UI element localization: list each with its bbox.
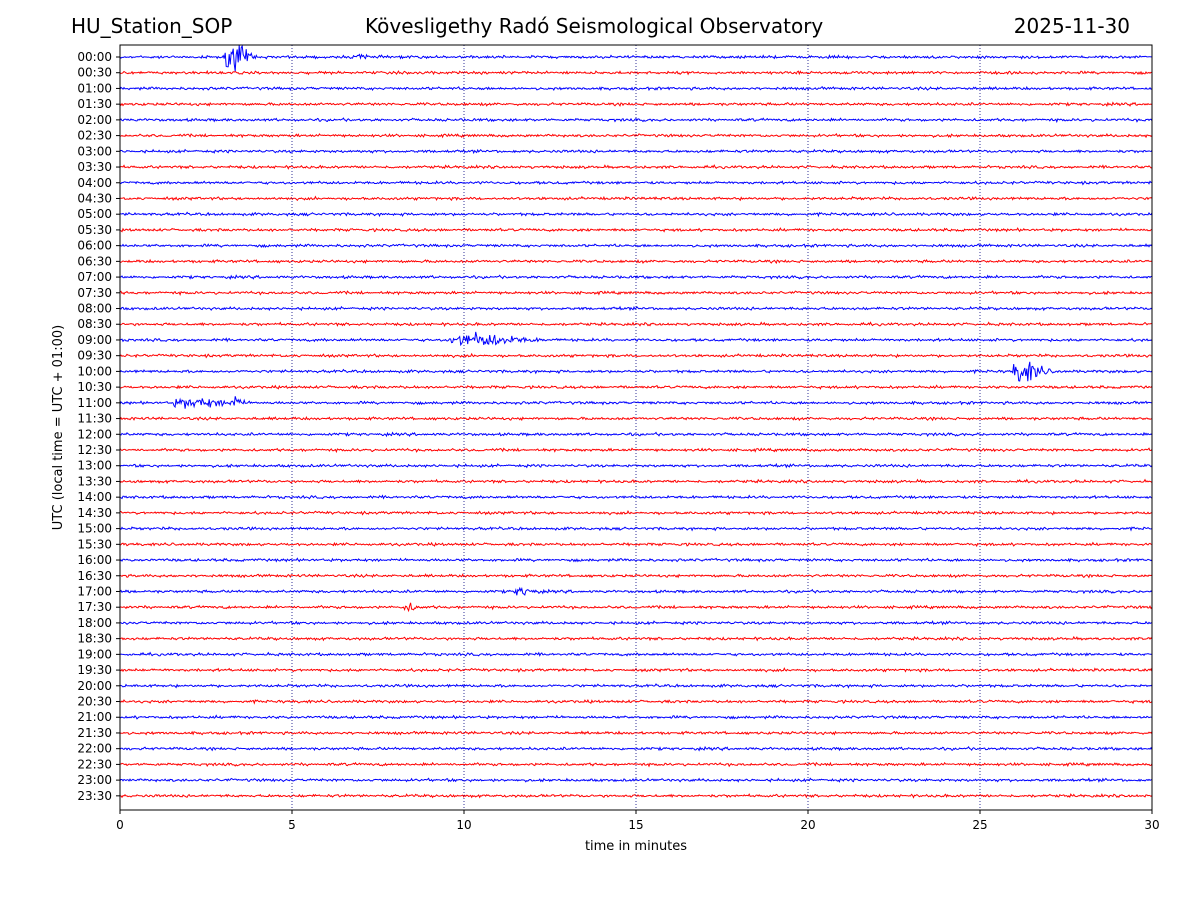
- trace-2030: [119, 699, 1153, 705]
- y-tick-label: 20:00: [77, 679, 112, 693]
- y-tick-label: 09:30: [77, 349, 112, 363]
- grid-group: [291, 45, 981, 810]
- y-tick-label: 20:30: [77, 695, 112, 709]
- y-tick-label: 08:00: [77, 302, 112, 316]
- y-tick-label: 10:30: [77, 380, 112, 394]
- y-tick-label: 04:00: [77, 176, 112, 190]
- trace-1400: [119, 494, 1153, 500]
- x-tick-label: 10: [456, 818, 471, 832]
- y-tick-label: 19:30: [77, 663, 112, 677]
- y-tick-label: 23:30: [77, 789, 112, 803]
- y-tick-label: 17:30: [77, 600, 112, 614]
- trace-0330: [119, 164, 1153, 170]
- trace-0500: [120, 211, 1153, 218]
- y-tick-label: 16:30: [77, 569, 112, 583]
- y-tick-label: 10:00: [77, 364, 112, 378]
- station-name: HU_Station_SOP: [71, 14, 233, 38]
- trace-1430: [120, 509, 1153, 516]
- trace-1030: [119, 384, 1153, 390]
- y-tick-label: 15:30: [77, 537, 112, 551]
- trace-1930: [119, 667, 1153, 673]
- trace-2200: [119, 745, 1153, 752]
- y-tick-label: 21:30: [77, 726, 112, 740]
- y-tick-label: 06:00: [77, 239, 112, 253]
- x-tick-group: 0 5 10 15 20 25 30: [116, 810, 1160, 832]
- y-tick-label: 18:30: [77, 632, 112, 646]
- y-tick-label: 04:30: [77, 191, 112, 205]
- y-tick-label: 11:30: [77, 412, 112, 426]
- y-tick-label: 07:00: [77, 270, 112, 284]
- trace-1330: [119, 478, 1153, 485]
- y-tick-label: 06:30: [77, 254, 112, 268]
- y-tick-label: 01:30: [77, 97, 112, 111]
- y-tick-label: 09:00: [77, 333, 112, 347]
- x-tick-label: 0: [116, 818, 124, 832]
- trace-0700: [119, 274, 1152, 280]
- y-tick-label: 22:30: [77, 757, 112, 771]
- x-axis-label: time in minutes: [585, 839, 687, 854]
- y-tick-label: 03:00: [77, 144, 112, 158]
- y-tick-label: 02:00: [77, 113, 112, 127]
- y-tick-label: 02:30: [77, 129, 112, 143]
- y-tick-label: 05:00: [77, 207, 112, 221]
- y-tick-label: 19:00: [77, 647, 112, 661]
- x-tick-label: 25: [972, 818, 987, 832]
- y-axis-label: UTC (local time = UTC + 01:00): [51, 325, 66, 530]
- x-tick-label: 20: [800, 818, 815, 832]
- y-tick-label: 08:30: [77, 317, 112, 331]
- record-date: 2025-11-30: [1013, 14, 1130, 38]
- trace-1000: [119, 361, 1153, 382]
- y-tick-label: 14:30: [77, 506, 112, 520]
- trace-0130: [119, 101, 1153, 107]
- y-tick-label: 13:30: [77, 474, 112, 488]
- trace-1200: [119, 431, 1153, 438]
- trace-0400: [119, 180, 1153, 186]
- trace-0200: [119, 117, 1153, 124]
- observatory-title: Kövesligethy Radó Seismological Observat…: [365, 14, 824, 38]
- trace-0000: [119, 44, 1152, 72]
- trace-2230: [119, 761, 1153, 768]
- y-tick-label: 14:00: [77, 490, 112, 504]
- y-tick-label: 13:00: [77, 459, 112, 473]
- y-tick-label: 07:30: [77, 286, 112, 300]
- x-tick-label: 30: [1144, 818, 1159, 832]
- y-tick-label: 00:00: [77, 50, 112, 64]
- trace-1130: [119, 415, 1152, 422]
- x-tick-label: 15: [628, 818, 643, 832]
- y-tick-label: 23:00: [77, 773, 112, 787]
- y-tick-label: 03:30: [77, 160, 112, 174]
- y-tick-label: 16:00: [77, 553, 112, 567]
- y-tick-label: 18:00: [77, 616, 112, 630]
- y-tick-label: 01:00: [77, 81, 112, 95]
- trace-1800: [119, 620, 1153, 626]
- y-tick-label: 17:00: [77, 584, 112, 598]
- y-tick-label: 11:00: [77, 396, 112, 410]
- y-tick-label: 15:00: [77, 522, 112, 536]
- y-tick-label: 22:00: [77, 742, 112, 756]
- y-tick-label: 12:00: [77, 427, 112, 441]
- trace-1630: [119, 573, 1153, 579]
- y-tick-label: 21:00: [77, 710, 112, 724]
- trace-1730: [119, 602, 1153, 613]
- trace-0800: [119, 305, 1153, 312]
- y-tick-label: 12:30: [77, 443, 112, 457]
- y-tick-label: 05:30: [77, 223, 112, 237]
- x-tick-label: 5: [288, 818, 296, 832]
- y-tick-label: 00:30: [77, 66, 112, 80]
- trace-0530: [119, 227, 1153, 233]
